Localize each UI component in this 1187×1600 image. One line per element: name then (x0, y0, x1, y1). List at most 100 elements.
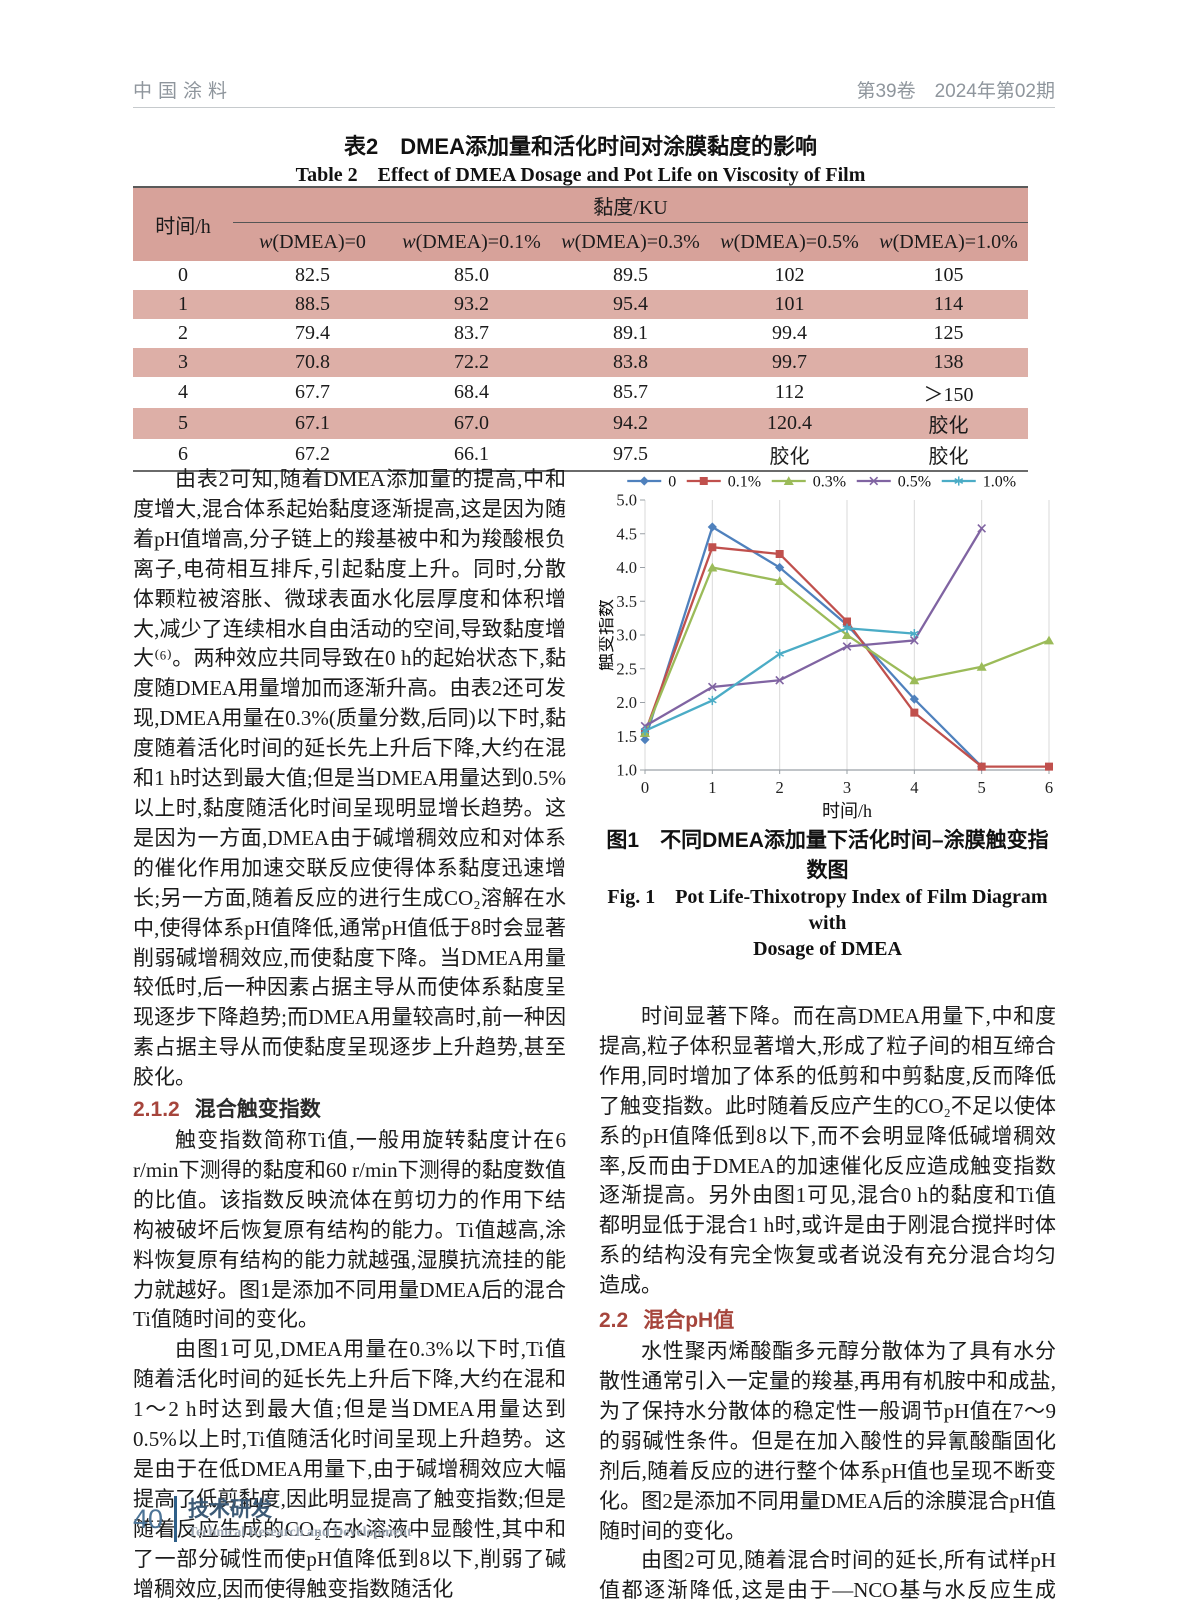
thixotropy-line-chart: 1.0 1.5 2.0 2.5 3.0 3.5 4.0 4.5 5.0 0 1 2 3 4 5 6 触变指数时间… (599, 474, 1054, 820)
viscosity-cell: 120.4 (710, 408, 869, 439)
viscosity-cell: 83.7 (392, 319, 551, 348)
table-row: 6 67.2 66.1 97.5 胶化 胶化 (133, 439, 1028, 471)
left-column: 由表2可知,随着DMEA添加量的提高,中和度增大,混合体系起始黏度逐渐提高,这是… (133, 465, 566, 1600)
page-number: 40 (133, 1503, 164, 1534)
table-title-en: Table 2 Effect of DMEA Dosage and Pot Li… (295, 164, 866, 186)
viscosity-cell: 67.7 (233, 377, 392, 408)
viscosity-cell: 99.4 (710, 319, 869, 348)
svg-text:1.0: 1.0 (616, 761, 637, 780)
viscosity-cell: 68.4 (392, 377, 551, 408)
viscosity-table: 时间/h 黏度/KU w(DMEA)=0 w(DMEA)=0.1% w(DMEA)=… (133, 186, 1028, 472)
viscosity-column-header: 黏度/KU (233, 187, 1028, 223)
viscosity-cell: 95.4 (551, 290, 710, 319)
viscosity-cell: 85.7 (551, 377, 710, 408)
chart-series-0 (640, 522, 987, 772)
viscosity-cell: 70.8 (233, 348, 392, 377)
viscosity-cell: 胶化 (869, 439, 1028, 471)
paragraph-5: 水性聚丙烯酸酯多元醇分散体为了具有水分散性通常引入一定量的羧基,再用有机胺中和成… (599, 1339, 1056, 1543)
table-row: 4 67.7 68.4 85.7 112 ＞150 (133, 377, 1028, 408)
time-cell: 3 (133, 348, 233, 377)
time-cell: 5 (133, 408, 233, 439)
viscosity-cell: 105 (869, 261, 1028, 290)
chart-series-1.0% (640, 623, 919, 736)
chart-legend: 0 0.1% 0.3% 0.5% 1.0% (627, 474, 1016, 491)
viscosity-cell: 97.5 (551, 439, 710, 471)
journal-name: 中国涂料 (133, 81, 234, 102)
paragraph-3: 由图1可见,DMEA用量在0.3%以下时,Ti值随着活化时间的延长先上升后下降,… (133, 1337, 566, 1600)
svg-text:5.0: 5.0 (616, 491, 637, 510)
viscosity-cell: 89.5 (551, 261, 710, 290)
table-title-zh: 表2 DMEA添加量和活化时间对涂膜黏度的影响 (343, 134, 817, 159)
issue-info: 第39卷 2024年第02期 (856, 81, 1055, 102)
paragraph-6: 由图2可见,随着混合时间的延长,所有试样pH值都逐渐降低,这是由于—NCO基与水… (599, 1548, 1056, 1600)
viscosity-cell: 83.8 (551, 348, 710, 377)
table-row: 2 79.4 83.7 89.1 99.4 125 (133, 319, 1028, 348)
svg-text:3.5: 3.5 (616, 592, 637, 611)
viscosity-cell: 88.5 (233, 290, 392, 319)
section-title: 混合pH值 (643, 1309, 735, 1333)
viscosity-cell: 67.2 (233, 439, 392, 471)
table-row: 0 82.5 85.0 89.5 102 105 (133, 261, 1028, 290)
viscosity-cell: ＞150 (869, 377, 1028, 408)
svg-text:2.5: 2.5 (616, 659, 637, 678)
section-number: 2.2 (599, 1309, 629, 1333)
table-row: 1 88.5 93.2 95.4 101 114 (133, 290, 1028, 319)
section-heading-2-2: 2.2 混合pH值 (599, 1307, 1056, 1335)
time-cell: 2 (133, 319, 233, 348)
y-axis-title: 触变指数 (599, 599, 616, 671)
svg-text:3.0: 3.0 (616, 626, 637, 645)
svg-text:0.5%: 0.5% (898, 474, 931, 491)
viscosity-cell: 94.2 (551, 408, 710, 439)
viscosity-cell: 125 (869, 319, 1028, 348)
svg-text:3: 3 (843, 778, 851, 797)
figure-1: 1.0 1.5 2.0 2.5 3.0 3.5 4.0 4.5 5.0 0 1 2 3 4 5 6 触变指数 时间… (599, 468, 1056, 962)
viscosity-cell: 89.1 (551, 319, 710, 348)
viscosity-cell: 66.1 (392, 439, 551, 471)
svg-text:4.5: 4.5 (616, 524, 637, 543)
viscosity-cell: 72.2 (392, 348, 551, 377)
svg-text:2: 2 (776, 778, 784, 797)
footer-section-en: Technical Research and Development (188, 1524, 412, 1540)
viscosity-cell: 138 (869, 348, 1028, 377)
svg-text:4: 4 (910, 778, 918, 797)
table-subheader-cell: w(DMEA)=1.0% (869, 222, 1028, 261)
viscosity-cell: 99.7 (710, 348, 869, 377)
paragraph-4: 时间显著下降。而在高DMEA用量下,中和度提高,粒子体积显著增大,形成了粒子间的… (599, 1004, 1056, 1298)
viscosity-cell: 79.4 (233, 319, 392, 348)
time-column-header: 时间/h (133, 187, 233, 261)
section-title: 混合触变指数 (194, 1098, 321, 1122)
table-subheader-cell: w(DMEA)=0.5% (710, 222, 869, 261)
time-cell: 6 (133, 439, 233, 471)
figure-caption-en-line1: Fig. 1 Pot Life-Thixotropy Index of Film… (607, 886, 1048, 934)
viscosity-cell: 67.1 (233, 408, 392, 439)
time-cell: 0 (133, 261, 233, 290)
page-footer: 40 技术研发 Technical Research and Developme… (133, 1496, 412, 1542)
section-heading-2-1-2: 2.1.2 混合触变指数 (133, 1096, 566, 1124)
figure-caption-en-line2: Dosage of DMEA (753, 938, 902, 960)
table-row: 3 70.8 72.2 83.8 99.7 138 (133, 348, 1028, 377)
table-subheader-cell: w(DMEA)=0.3% (551, 222, 710, 261)
svg-text:1.5: 1.5 (616, 727, 637, 746)
table-header-row: 时间/h 黏度/KU (133, 187, 1028, 261)
viscosity-cell: 67.0 (392, 408, 551, 439)
svg-text:1.0%: 1.0% (983, 474, 1016, 491)
svg-text:5: 5 (978, 778, 986, 797)
viscosity-cell: 85.0 (392, 261, 551, 290)
x-axis-title: 时间/h (822, 801, 872, 820)
paragraph-2: 触变指数简称Ti值,一般用旋转黏度计在6 r/min下测得的黏度和60 r/mi… (133, 1128, 566, 1332)
chart-series-0.5% (640, 523, 987, 731)
footer-section-zh: 技术研发 (188, 1497, 273, 1521)
svg-text:0.1%: 0.1% (728, 474, 761, 491)
svg-text:0: 0 (668, 474, 676, 491)
viscosity-cell: 101 (710, 290, 869, 319)
svg-text:0.3%: 0.3% (813, 474, 846, 491)
footer-section: 技术研发 Technical Research and Development (188, 1498, 412, 1541)
svg-text:2.0: 2.0 (616, 693, 637, 712)
table-subheader-cell: w(DMEA)=0 (233, 222, 392, 261)
section-number: 2.1.2 (133, 1098, 180, 1122)
svg-text:1: 1 (708, 778, 716, 797)
right-column: 1.0 1.5 2.0 2.5 3.0 3.5 4.0 4.5 5.0 0 1 2 3 4 5 6 触变指数 时间… (599, 468, 1056, 1600)
viscosity-cell: 114 (869, 290, 1028, 319)
viscosity-cell: 112 (710, 377, 869, 408)
